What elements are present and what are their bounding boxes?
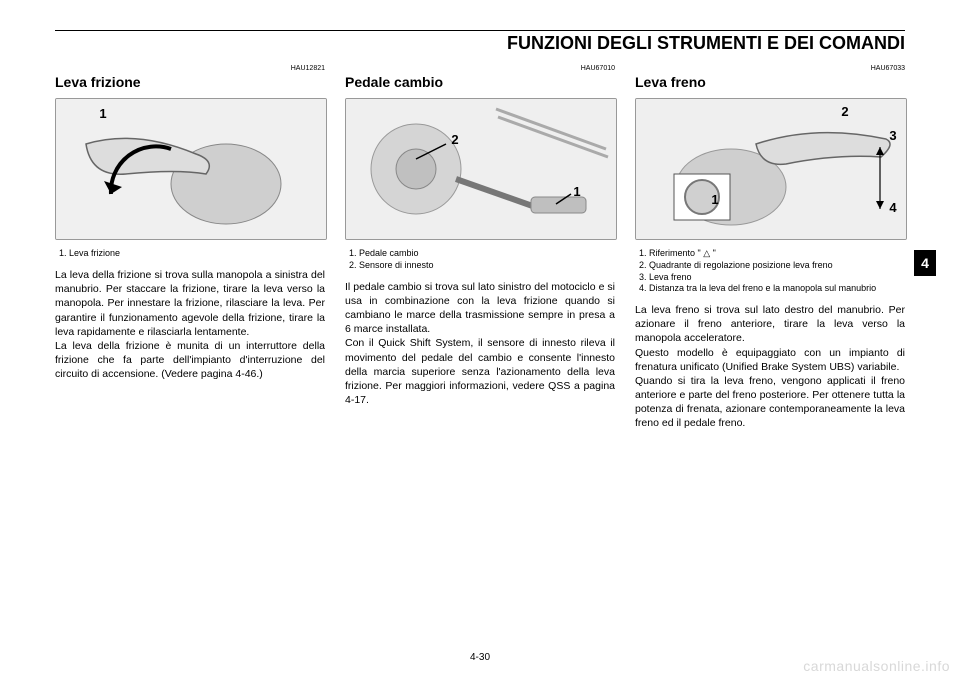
legend-item: Quadrante di regolazione posizione leva … bbox=[649, 260, 905, 272]
figure-clutch-lever: 1 bbox=[55, 98, 327, 240]
body-text: La leva freno si trova sul lato destro d… bbox=[635, 303, 905, 431]
legend-item: Leva freno bbox=[649, 272, 905, 284]
callout-3: 3 bbox=[884, 127, 902, 145]
callout-4: 4 bbox=[884, 199, 902, 217]
figure-legend: Riferimento " △ " Quadrante di regolazio… bbox=[635, 248, 905, 295]
section-title: Pedale cambio bbox=[345, 73, 615, 92]
section-title: Leva freno bbox=[635, 73, 905, 92]
figure-legend: Pedale cambio Sensore di innesto bbox=[345, 248, 615, 271]
legend-item: Pedale cambio bbox=[359, 248, 615, 260]
callout-1: 1 bbox=[94, 105, 112, 123]
legend-item: Distanza tra la leva del freno e la mano… bbox=[649, 283, 905, 295]
watermark: carmanualsonline.info bbox=[803, 658, 950, 674]
legend-item: Riferimento " △ " bbox=[649, 248, 905, 260]
page-number: 4-30 bbox=[470, 652, 490, 663]
ref-code: HAU67010 bbox=[345, 64, 615, 73]
chapter-title: FUNZIONI DEGLI STRUMENTI E DEI COMANDI bbox=[55, 33, 905, 54]
column-2: HAU67010 Pedale cambio 2 1 Pedal bbox=[345, 64, 615, 431]
columns: HAU12821 Leva frizione 1 Leva frizione L… bbox=[55, 64, 905, 431]
figure-legend: Leva frizione bbox=[55, 248, 325, 260]
manual-page: FUNZIONI DEGLI STRUMENTI E DEI COMANDI H… bbox=[0, 0, 960, 679]
section-title: Leva frizione bbox=[55, 73, 325, 92]
body-text: Il pedale cambio si trova sul lato sinis… bbox=[345, 280, 615, 408]
callout-2: 2 bbox=[446, 131, 464, 149]
ref-code: HAU12821 bbox=[55, 64, 325, 73]
callout-2: 2 bbox=[836, 103, 854, 121]
column-1: HAU12821 Leva frizione 1 Leva frizione L… bbox=[55, 64, 325, 431]
legend-item: Sensore di innesto bbox=[359, 260, 615, 272]
rule-top bbox=[55, 30, 905, 31]
column-3: HAU67033 Leva freno 2 3 4 1 bbox=[635, 64, 905, 431]
ref-code: HAU67033 bbox=[635, 64, 905, 73]
callout-1: 1 bbox=[568, 183, 586, 201]
figure-shift-pedal: 2 1 bbox=[345, 98, 617, 240]
legend-item: Leva frizione bbox=[69, 248, 325, 260]
callout-1: 1 bbox=[706, 191, 724, 209]
section-tab: 4 bbox=[914, 250, 936, 276]
body-text: La leva della frizione si trova sulla ma… bbox=[55, 268, 325, 381]
figure-brake-lever: 2 3 4 1 bbox=[635, 98, 907, 240]
